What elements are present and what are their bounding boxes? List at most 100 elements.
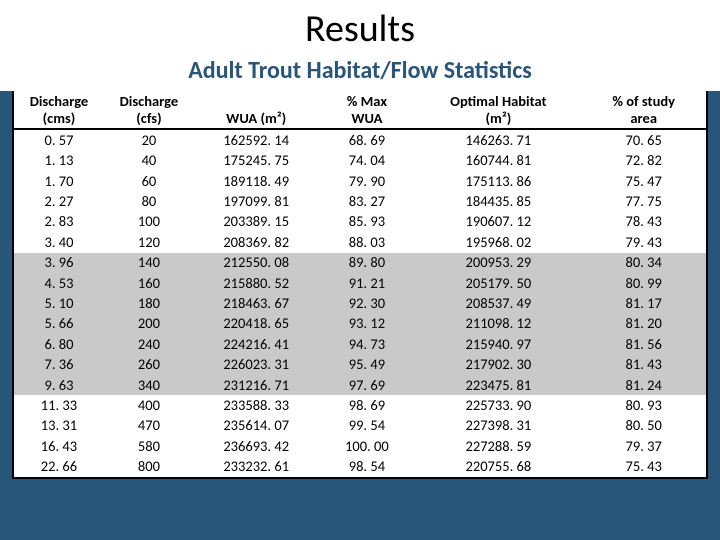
table-cell: 70. 65 <box>581 129 706 150</box>
table-cell: 85. 93 <box>318 212 415 232</box>
table-cell: 74. 04 <box>318 151 415 171</box>
table-row: 16. 43580236693. 42100. 00227288. 5979. … <box>14 436 706 456</box>
table-cell: 260 <box>104 355 194 375</box>
table-row: 4. 53160215880. 5291. 21205179. 5080. 99 <box>14 273 706 293</box>
table-cell: 227398. 31 <box>415 416 581 436</box>
col-header: % of studyarea <box>581 91 706 129</box>
table-cell: 97. 69 <box>318 375 415 395</box>
table-row: 13. 31470235614. 0799. 54227398. 3180. 5… <box>14 416 706 436</box>
table-row: 5. 66200220418. 6593. 12211098. 1281. 20 <box>14 314 706 334</box>
table-cell: 79. 43 <box>581 232 706 252</box>
table-cell: 140 <box>104 253 194 273</box>
stats-table: Discharge(cms)Discharge(cfs)WUA (m²)% Ma… <box>14 91 706 477</box>
table-cell: 235614. 07 <box>194 416 319 436</box>
table-row: 5. 10180218463. 6792. 30208537. 4981. 17 <box>14 293 706 313</box>
table-cell: 80 <box>104 192 194 212</box>
table-cell: 4. 53 <box>14 273 104 293</box>
table-row: 2. 83100203389. 1585. 93190607. 1278. 43 <box>14 212 706 232</box>
col-header: WUA (m²) <box>194 91 319 129</box>
table-body: 0. 5720162592. 1468. 69146263. 7170. 651… <box>14 129 706 477</box>
table-cell: 81. 43 <box>581 355 706 375</box>
table-cell: 224216. 41 <box>194 334 319 354</box>
table-cell: 20 <box>104 129 194 150</box>
table-cell: 94. 73 <box>318 334 415 354</box>
table-cell: 233232. 61 <box>194 457 319 477</box>
table-cell: 197099. 81 <box>194 192 319 212</box>
table-cell: 217902. 30 <box>415 355 581 375</box>
col-header: Optimal Habitat(m²) <box>415 91 581 129</box>
table-cell: 81. 56 <box>581 334 706 354</box>
table-cell: 88. 03 <box>318 232 415 252</box>
table-cell: 80. 34 <box>581 253 706 273</box>
table-cell: 225733. 90 <box>415 395 581 415</box>
table-cell: 580 <box>104 436 194 456</box>
table-cell: 60 <box>104 171 194 191</box>
table-cell: 78. 43 <box>581 212 706 232</box>
table-cell: 184435. 85 <box>415 192 581 212</box>
table-cell: 212550. 08 <box>194 253 319 273</box>
table-cell: 40 <box>104 151 194 171</box>
table-cell: 200953. 29 <box>415 253 581 273</box>
table-row: 1. 7060189118. 4979. 90175113. 8675. 47 <box>14 171 706 191</box>
table-cell: 208537. 49 <box>415 293 581 313</box>
table-cell: 75. 43 <box>581 457 706 477</box>
table-row: 2. 2780197099. 8183. 27184435. 8577. 75 <box>14 192 706 212</box>
page-title: Results <box>0 0 720 54</box>
table-cell: 11. 33 <box>14 395 104 415</box>
table-cell: 800 <box>104 457 194 477</box>
table-cell: 7. 36 <box>14 355 104 375</box>
table-cell: 340 <box>104 375 194 395</box>
table-cell: 77. 75 <box>581 192 706 212</box>
table-cell: 1. 13 <box>14 151 104 171</box>
table-cell: 92. 30 <box>318 293 415 313</box>
table-cell: 0. 57 <box>14 129 104 150</box>
table-cell: 6. 80 <box>14 334 104 354</box>
table-cell: 22. 66 <box>14 457 104 477</box>
table-cell: 80. 93 <box>581 395 706 415</box>
table-cell: 81. 20 <box>581 314 706 334</box>
table-cell: 100. 00 <box>318 436 415 456</box>
table-row: 0. 5720162592. 1468. 69146263. 7170. 65 <box>14 129 706 150</box>
table-cell: 9. 63 <box>14 375 104 395</box>
table-row: 22. 66800233232. 6198. 54220755. 6875. 4… <box>14 457 706 477</box>
table-row: 1. 1340175245. 7574. 04160744. 8172. 82 <box>14 151 706 171</box>
table-cell: 75. 47 <box>581 171 706 191</box>
table-cell: 98. 69 <box>318 395 415 415</box>
table-cell: 1. 70 <box>14 171 104 191</box>
table-row: 11. 33400233588. 3398. 69225733. 9080. 9… <box>14 395 706 415</box>
table-cell: 223475. 81 <box>415 375 581 395</box>
table-cell: 226023. 31 <box>194 355 319 375</box>
table-cell: 72. 82 <box>581 151 706 171</box>
table-cell: 80. 50 <box>581 416 706 436</box>
table-cell: 79. 37 <box>581 436 706 456</box>
table-cell: 195968. 02 <box>415 232 581 252</box>
table-cell: 220418. 65 <box>194 314 319 334</box>
table-cell: 190607. 12 <box>415 212 581 232</box>
table-cell: 205179. 50 <box>415 273 581 293</box>
table-cell: 220755. 68 <box>415 457 581 477</box>
table-cell: 120 <box>104 232 194 252</box>
table-cell: 95. 49 <box>318 355 415 375</box>
table-cell: 175245. 75 <box>194 151 319 171</box>
table-cell: 89. 80 <box>318 253 415 273</box>
table-cell: 79. 90 <box>318 171 415 191</box>
table-cell: 99. 54 <box>318 416 415 436</box>
table-cell: 233588. 33 <box>194 395 319 415</box>
table-cell: 83. 27 <box>318 192 415 212</box>
table-cell: 91. 21 <box>318 273 415 293</box>
table-cell: 180 <box>104 293 194 313</box>
table-cell: 2. 27 <box>14 192 104 212</box>
table-row: 3. 40120208369. 8288. 03195968. 0279. 43 <box>14 232 706 252</box>
table-cell: 236693. 42 <box>194 436 319 456</box>
table-cell: 81. 17 <box>581 293 706 313</box>
table-cell: 231216. 71 <box>194 375 319 395</box>
table-cell: 208369. 82 <box>194 232 319 252</box>
table-cell: 211098. 12 <box>415 314 581 334</box>
table-cell: 218463. 67 <box>194 293 319 313</box>
table-cell: 81. 24 <box>581 375 706 395</box>
table-cell: 175113. 86 <box>415 171 581 191</box>
table-cell: 2. 83 <box>14 212 104 232</box>
table-row: 3. 96140212550. 0889. 80200953. 2980. 34 <box>14 253 706 273</box>
table-cell: 146263. 71 <box>415 129 581 150</box>
table-cell: 215880. 52 <box>194 273 319 293</box>
